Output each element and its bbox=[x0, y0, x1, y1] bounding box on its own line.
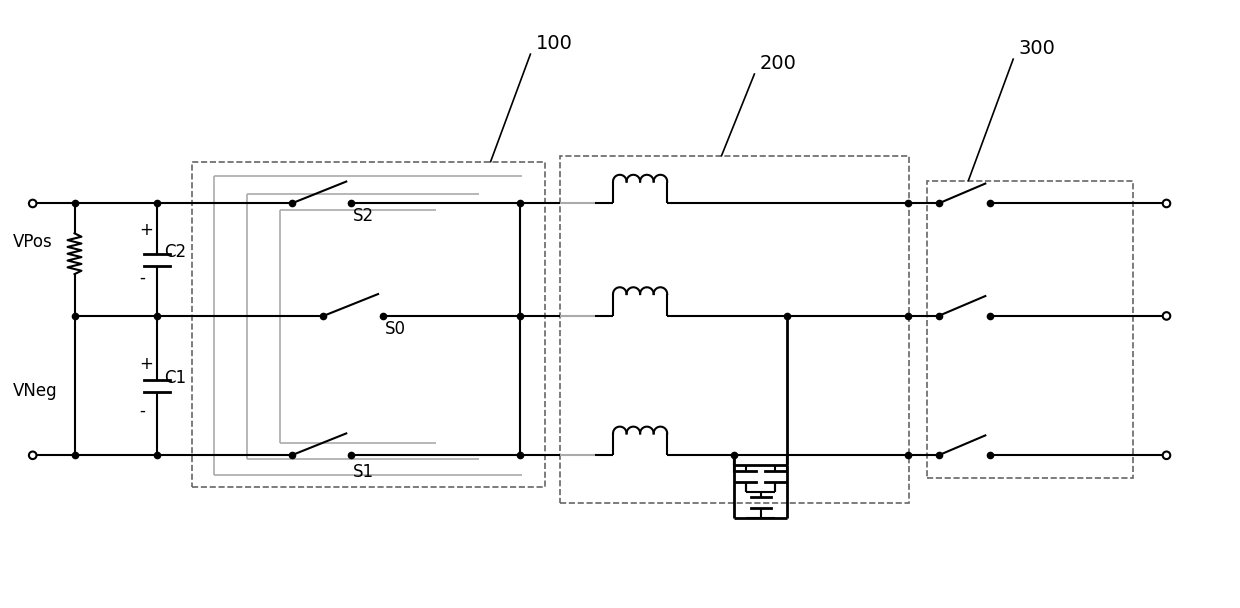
Text: S1: S1 bbox=[353, 463, 374, 481]
Text: -: - bbox=[139, 269, 145, 286]
Text: +: + bbox=[139, 221, 153, 239]
Bar bbox=[926, 181, 1132, 478]
Text: S0: S0 bbox=[386, 320, 405, 338]
Text: S2: S2 bbox=[353, 207, 374, 226]
Text: VNeg: VNeg bbox=[12, 382, 57, 399]
Text: VPos: VPos bbox=[12, 233, 52, 250]
Bar bbox=[560, 156, 909, 503]
Bar bbox=[192, 162, 546, 487]
Text: 100: 100 bbox=[536, 34, 573, 53]
Text: 200: 200 bbox=[759, 54, 796, 73]
Text: 300: 300 bbox=[1018, 39, 1055, 58]
Text: -: - bbox=[139, 401, 145, 420]
Text: C1: C1 bbox=[164, 368, 186, 387]
Text: +: + bbox=[139, 354, 153, 373]
Text: C2: C2 bbox=[164, 243, 186, 261]
